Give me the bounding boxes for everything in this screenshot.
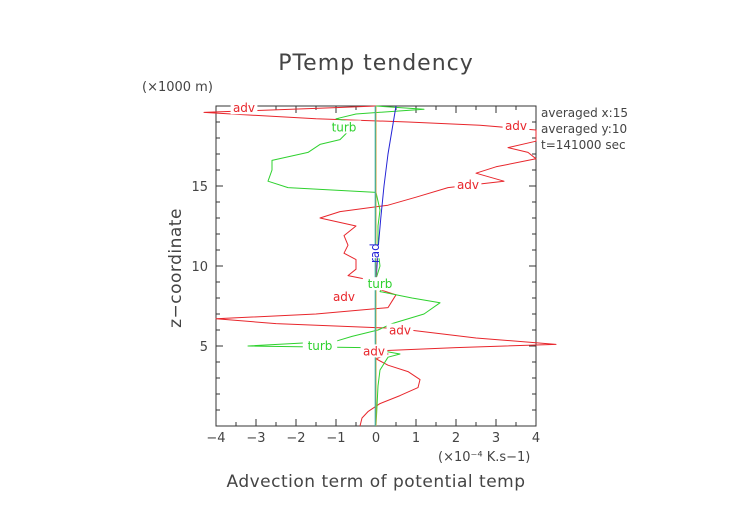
x-tick-label: 3: [492, 431, 500, 446]
series-label-bg: [326, 120, 362, 134]
series-label-bg: [230, 101, 258, 115]
y-tick-label: 15: [191, 180, 208, 195]
x-tick-label: −1: [326, 431, 345, 446]
series-label-adv: adv: [505, 119, 527, 133]
x-tick-label: 1: [412, 431, 420, 446]
annotation-line: t=141000 sec: [541, 138, 626, 152]
series-line-turb: [247, 105, 441, 427]
series-label-bg: [386, 323, 414, 337]
x-tick-label: −3: [246, 431, 265, 446]
series-label-turb: turb: [368, 277, 393, 291]
y-tick-label: 10: [191, 260, 208, 275]
series-label-turb: turb: [308, 339, 333, 353]
y-tick-label: 5: [200, 340, 208, 355]
x-axis-title: Advection term of potential temp: [226, 472, 525, 492]
x-tick-label: −2: [286, 431, 305, 446]
series-label-bg: [330, 290, 358, 303]
series-label-bg: [502, 118, 530, 132]
annotation-line: averaged y:10: [541, 122, 627, 136]
series-label-adv: adv: [363, 344, 385, 358]
series-label-bg: [302, 338, 338, 352]
x-axis-unit: (×10⁻⁴ K.s−1): [438, 450, 530, 465]
series-label-turb: turb: [332, 120, 357, 134]
annotation-line: averaged x:15: [541, 106, 628, 120]
x-tick-label: 4: [532, 431, 540, 446]
series-label-rad: rad: [368, 243, 382, 263]
plot-area: −4 −3 −2 −1 0 1 2 3 451015advadvadvadvadvadvturb…: [191, 101, 557, 446]
x-tick-label: −4: [206, 431, 225, 446]
series-lines: [203, 105, 557, 427]
series-label-bg: [360, 344, 388, 358]
x-tick-label: 0: [372, 431, 380, 446]
series-label-adv: adv: [389, 324, 411, 338]
annotations: averaged x:15 averaged y:10 t=141000 sec: [541, 106, 628, 152]
series-label-bg: [362, 245, 390, 259]
series-label-adv: adv: [457, 178, 479, 192]
chart-title: PTemp tendency: [278, 51, 474, 76]
series-label-adv: adv: [333, 290, 355, 304]
y-axis-title: z−coordinate: [166, 208, 186, 328]
series-label-bg: [362, 277, 398, 291]
series-label-bg: [454, 178, 482, 191]
x-tick-label: 2: [452, 431, 460, 446]
series-label-adv: adv: [233, 101, 255, 115]
y-axis-unit: (×1000 m): [142, 80, 213, 95]
series-line-adv: [203, 105, 557, 427]
